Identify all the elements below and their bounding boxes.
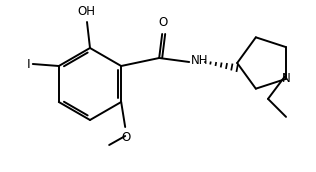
Text: O: O (159, 16, 168, 29)
Text: NH: NH (191, 53, 209, 67)
Text: I: I (27, 57, 31, 71)
Text: N: N (282, 72, 290, 85)
Text: O: O (122, 131, 131, 144)
Text: OH: OH (77, 5, 95, 18)
